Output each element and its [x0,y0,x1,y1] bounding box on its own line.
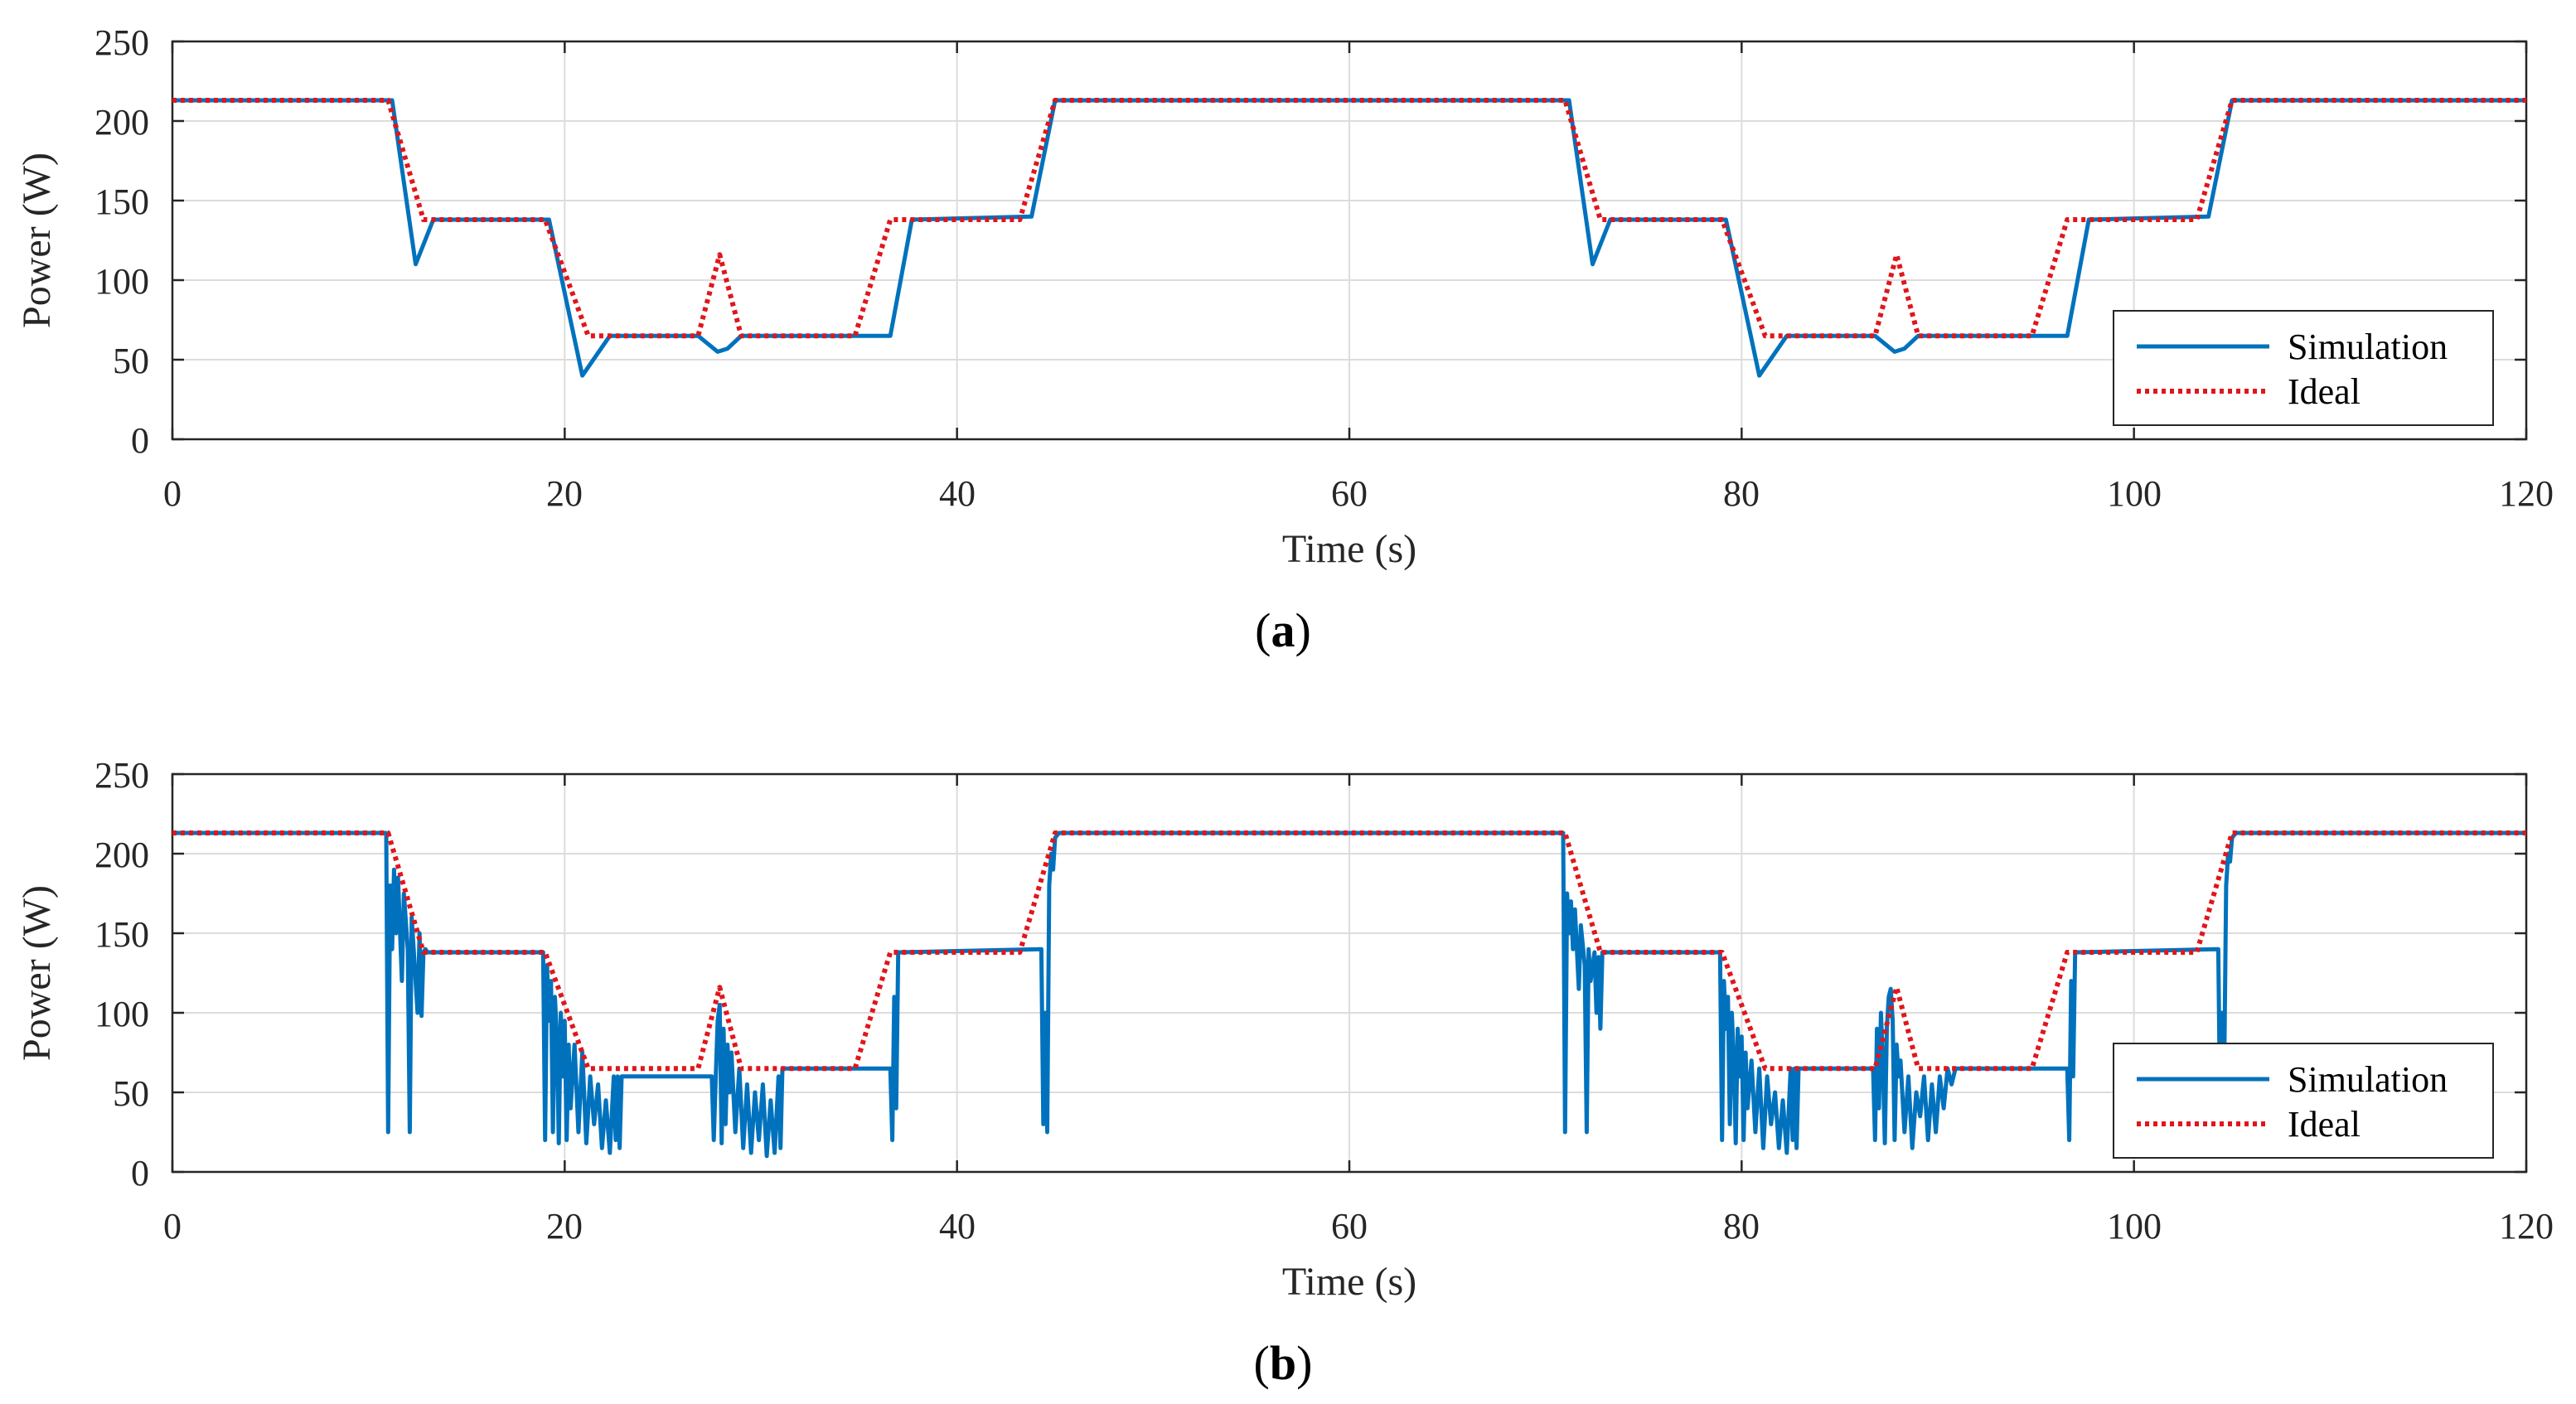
panel-b-xtick-labels: 0 20 40 60 80 100 120 [163,1206,2554,1247]
panel-b: 0 50 100 150 200 250 0 20 40 60 80 100 1… [15,755,2554,1390]
panel-b-legend-simulation-label: Simulation [2288,1059,2448,1100]
panel-a-xtick-label: 40 [939,473,976,514]
panel-b-legend: Simulation Ideal [2113,1043,2494,1159]
panel-b-caption-close: ) [1296,1336,1312,1390]
panel-b-ytick-label: 200 [94,835,149,875]
panel-a-caption-close: ) [1295,603,1311,657]
panel-a-ytick-labels: 0 50 100 150 200 250 [94,22,149,461]
panel-a-ytick-label: 250 [94,22,149,63]
panel-a-ytick-label: 0 [131,420,149,461]
panel-a-xtick-label: 120 [2499,473,2554,514]
panel-b-ytick-label: 150 [94,914,149,955]
panel-b-ytick-label: 250 [94,755,149,796]
panel-a-ytick-label: 100 [94,261,149,302]
panel-a-caption: (a) [1255,603,1311,657]
panel-b-legend-box [2113,1043,2494,1159]
panel-a-xtick-labels: 0 20 40 60 80 100 120 [163,473,2554,514]
panel-a-ylabel: Power (W) [15,153,59,328]
panel-b-caption-open: ( [1254,1336,1270,1390]
panel-b-series-simulation [172,830,2526,1159]
panel-b-ylabel: Power (W) [15,885,59,1061]
panel-b-ticks [171,772,2528,1174]
panel-b-caption-letter: b [1270,1336,1296,1390]
panel-b-xtick-label: 100 [2107,1206,2162,1247]
panel-b-ytick-label: 100 [94,994,149,1034]
panel-a-xtick-label: 100 [2107,473,2162,514]
panel-a-ytick-label: 150 [94,182,149,222]
panel-a-series-ideal [172,98,2526,339]
panel-a-caption-letter: a [1271,603,1295,657]
panel-b-xtick-label: 120 [2499,1206,2554,1247]
panel-b-xtick-label: 20 [546,1206,583,1247]
panel-b-xtick-label: 60 [1331,1206,1368,1247]
panel-a-legend-box [2113,310,2494,426]
panel-a-ticks [171,40,2528,441]
panel-a-xtick-label: 0 [163,473,182,514]
panel-b-xtick-label: 80 [1723,1206,1760,1247]
panel-a: 0 50 100 150 200 250 0 20 40 60 80 100 1… [15,22,2554,657]
panel-a-series [172,98,2526,378]
panel-a-xtick-label: 80 [1723,473,1760,514]
panel-b-ytick-labels: 0 50 100 150 200 250 [94,755,149,1193]
panel-b-legend-ideal-label: Ideal [2288,1104,2361,1145]
panel-b-xtick-label: 40 [939,1206,976,1247]
panel-b-series [172,830,2526,1159]
panel-a-xtick-label: 20 [546,473,583,514]
panel-a-xtick-label: 60 [1331,473,1368,514]
panel-b-xlabel: Time (s) [1282,1260,1416,1304]
panel-b-caption: (b) [1254,1336,1313,1390]
panel-a-ytick-label: 200 [94,102,149,143]
panel-a-xlabel: Time (s) [1282,527,1416,571]
panel-a-legend: Simulation Ideal [2113,310,2494,426]
panel-a-legend-simulation-label: Simulation [2288,327,2448,367]
panel-b-xtick-label: 0 [163,1206,182,1247]
panel-b-ytick-label: 50 [113,1073,149,1114]
panel-a-ytick-label: 50 [113,341,149,381]
panel-a-caption-open: ( [1255,603,1271,657]
panel-b-ytick-label: 0 [131,1153,149,1193]
panel-b-series-ideal [172,830,2526,1072]
panel-a-legend-ideal-label: Ideal [2288,371,2361,412]
